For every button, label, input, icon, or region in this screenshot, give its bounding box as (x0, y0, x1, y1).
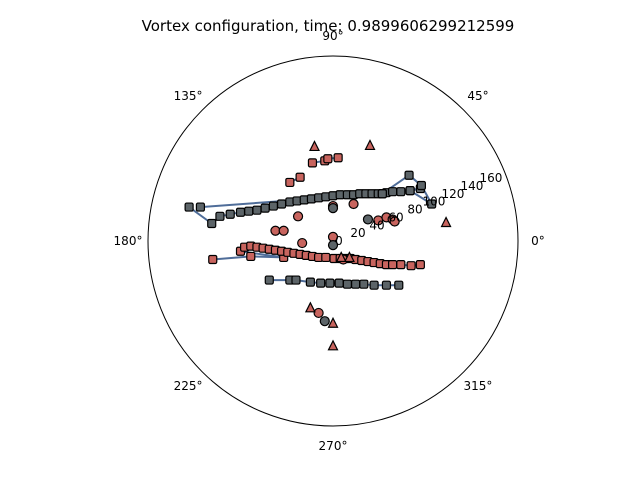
vortex-square-marker (235, 207, 246, 217)
vortex-square-marker (334, 278, 344, 288)
radial-tick-label: 160 (479, 171, 502, 185)
vortex-square-marker (415, 260, 425, 270)
vortex-square-marker (342, 279, 352, 289)
vortex-square-marker (244, 206, 254, 216)
vortex-square-marker (406, 261, 416, 271)
vortex-triangle-marker (304, 301, 316, 313)
vortex-circle-marker (327, 203, 339, 214)
vortex-square-marker (369, 280, 379, 290)
vortex-square-marker (416, 180, 426, 191)
vortex-square-marker (396, 260, 406, 270)
vortex-triangle-marker (327, 339, 339, 351)
vortex-square-marker (195, 202, 206, 212)
vortex-square-marker (225, 209, 235, 219)
vortex-square-marker (307, 158, 318, 168)
vortex-square-marker (252, 205, 262, 215)
vortex-square-marker (333, 153, 343, 163)
vortex-square-marker (268, 201, 278, 211)
vortex-square-marker (184, 202, 194, 212)
vortex-square-marker (208, 254, 218, 265)
vortex-triangle-marker (309, 140, 320, 152)
radial-tick-label: 40 (369, 218, 384, 232)
polar-axes (147, 55, 519, 427)
vortex-triangle-marker (440, 216, 452, 228)
radial-tick-label: 60 (388, 210, 403, 224)
angle-tick-label: 315° (464, 379, 493, 393)
vortex-square-marker (388, 260, 398, 270)
radial-tick-label: 80 (407, 203, 422, 217)
vortex-square-marker (277, 199, 287, 209)
vortex-circle-marker (278, 225, 289, 236)
vortex-square-marker (381, 280, 392, 290)
vortex-circle-marker (389, 216, 400, 227)
vortex-square-marker (260, 203, 270, 213)
radial-tick-label: 120 (441, 187, 464, 201)
vortex-square-marker (321, 252, 331, 263)
vortex-triangle-marker (327, 316, 339, 328)
radial-tick-label: 100 (423, 195, 446, 209)
vortex-square-marker (427, 199, 437, 209)
polar-boundary (147, 55, 519, 427)
vortex-square-marker (396, 187, 406, 197)
angle-tick-label: 0° (531, 234, 545, 248)
radial-tick-label: 140 (460, 179, 483, 193)
vortex-circle-marker (292, 211, 304, 222)
angle-tick-label: 90° (322, 29, 343, 43)
vortex-square-marker (325, 278, 335, 288)
vortex-square-marker (323, 154, 333, 164)
vortex-circle-marker (297, 237, 308, 249)
vortex-square-marker (351, 279, 361, 289)
angle-tick-label: 270° (319, 439, 348, 453)
vortex-square-marker (285, 177, 295, 188)
vortex-circle-marker (348, 198, 359, 210)
axis-labels: 0° 45° 90° 135° 180° 225° 270° 315° 0 20 40 60 80100… (114, 29, 545, 453)
angle-tick-label: 135° (174, 89, 203, 103)
vortex-square-marker (405, 186, 415, 196)
vortex-circle-marker (313, 307, 324, 319)
series-markers (184, 139, 452, 351)
vortex-square-marker (215, 211, 225, 221)
vortex-square-marker (246, 251, 256, 262)
angle-tick-label: 45° (467, 89, 488, 103)
vortex-square-marker (394, 280, 404, 290)
vortex-circle-marker (327, 240, 339, 251)
vortex-triangle-marker (335, 251, 347, 263)
vortex-square-marker (291, 275, 301, 285)
vortex-square-marker (264, 275, 274, 285)
vortex-square-marker (359, 279, 369, 289)
vortex-triangle-marker (364, 139, 376, 151)
vortex-square-marker (404, 170, 414, 180)
vortex-circle-marker (362, 214, 374, 225)
chart-title: Vortex configuration, time: 0.9899606299… (142, 17, 515, 35)
vortex-triangle-marker (343, 251, 355, 263)
vortex-circle-marker (319, 316, 330, 327)
angle-tick-label: 180° (114, 234, 143, 248)
angle-tick-label: 225° (174, 379, 203, 393)
vortex-square-marker (377, 189, 387, 199)
radial-tick-label: 0 (335, 234, 343, 248)
vortex-square-marker (295, 172, 305, 182)
vortex-square-marker (305, 277, 315, 287)
radial-tick-label: 20 (350, 226, 365, 240)
vortex-square-marker (316, 278, 326, 288)
vortex-square-marker (388, 187, 398, 197)
vortex-square-marker (207, 218, 217, 229)
